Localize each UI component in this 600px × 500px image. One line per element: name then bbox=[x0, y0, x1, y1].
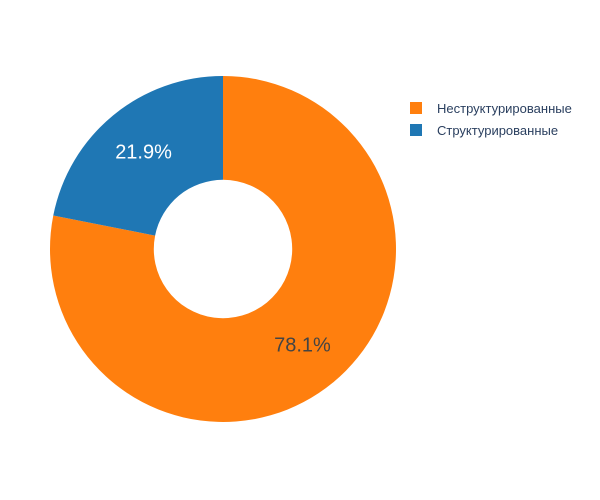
legend-swatch-unstructured bbox=[410, 102, 422, 114]
legend-swatch-structured bbox=[410, 124, 422, 136]
legend-item-unstructured[interactable]: Неструктурированные bbox=[410, 97, 572, 119]
legend-label-unstructured: Неструктурированные bbox=[437, 100, 572, 116]
slice-label-structured: 21.9% bbox=[115, 141, 172, 163]
slice-structured[interactable] bbox=[53, 76, 224, 236]
legend-label-structured: Структурированные bbox=[437, 122, 559, 138]
legend-item-structured[interactable]: Структурированные bbox=[410, 119, 572, 141]
legend: Неструктурированные Структурированные bbox=[410, 97, 572, 141]
slice-label-unstructured: 78.1% bbox=[274, 335, 331, 357]
slice-unstructured[interactable] bbox=[49, 76, 396, 422]
